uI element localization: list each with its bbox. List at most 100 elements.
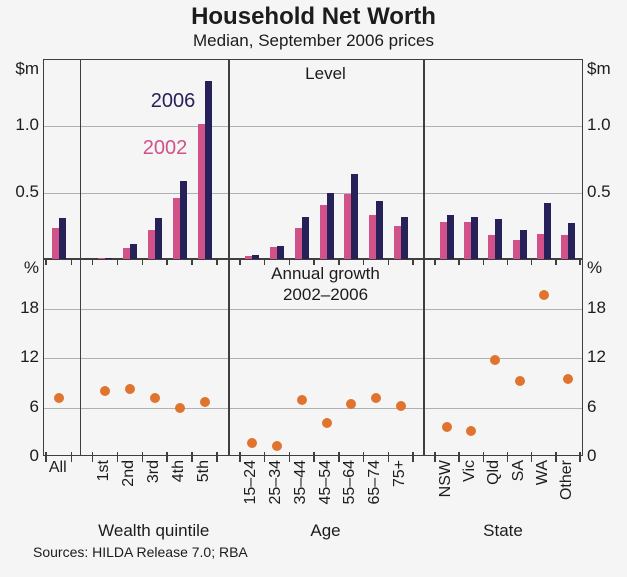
- bar-2006-All: [58, 217, 66, 259]
- dot-growth-Vic: [466, 425, 477, 436]
- axis-tick-mid: [216, 259, 218, 265]
- dot-growth-65–74: [370, 393, 381, 404]
- bar-2002-Other: [560, 235, 568, 259]
- panel-title-growth: Annual growth 2002–2006: [245, 263, 406, 305]
- bar-2002-55–64: [344, 193, 352, 259]
- bar-2002-SA: [512, 240, 520, 259]
- chart-title: Household Net Worth: [191, 3, 436, 30]
- x-label-55–64: 55–64: [341, 460, 359, 505]
- axis-tick-bottom: [239, 452, 241, 462]
- axis-tick-mid: [362, 259, 365, 265]
- axis-tick-mid: [412, 259, 414, 265]
- x-label-75+: 75+: [390, 460, 408, 488]
- bar-2002-NSW: [440, 221, 448, 259]
- bar-2002-65–74: [368, 215, 376, 259]
- axis-tick-mid: [313, 259, 315, 265]
- bar-2006-15–24: [252, 255, 260, 259]
- bar-2006-Vic: [471, 216, 479, 259]
- legend-2006-label: 2006: [150, 90, 196, 112]
- x-label-2nd: 2nd: [119, 460, 137, 487]
- bar-2006-65–74: [375, 200, 383, 259]
- x-label-15–24: 15–24: [242, 460, 260, 505]
- x-label-4th: 4th: [169, 460, 187, 483]
- axis-tick-bottom: [530, 452, 533, 462]
- axis-tick-mid: [141, 259, 144, 265]
- axis-tick-mid: [338, 259, 340, 265]
- x-label-5th: 5th: [194, 460, 212, 483]
- axis-tick-bottom: [216, 452, 218, 462]
- group-caption: Wealth quintile: [98, 521, 210, 540]
- chart-subtitle: Median, September 2006 prices: [193, 31, 434, 50]
- gridline-level-1: [44, 126, 582, 128]
- gridline-growth-12: [44, 358, 582, 359]
- gridline-growth-6: [44, 407, 582, 409]
- axis-tick-mid: [91, 259, 94, 265]
- axis-tick-mid: [239, 259, 241, 265]
- axis-tick-bottom: [288, 452, 291, 462]
- axis-label-left-12: 12: [20, 347, 39, 366]
- bar-2002-1st: [97, 257, 105, 259]
- x-label-WA: WA: [533, 460, 551, 486]
- axis-label-right-12: 12: [587, 347, 606, 366]
- bar-2002-Qld: [488, 235, 496, 259]
- bar-2006-3rd: [154, 217, 162, 259]
- bar-2002-5th: [197, 123, 205, 259]
- axis-tick-mid: [263, 259, 266, 265]
- axis-tick-bottom: [579, 452, 581, 462]
- axis-tick-mid: [579, 259, 581, 265]
- bar-2006-1st: [104, 257, 112, 259]
- axis-tick-mid: [166, 259, 168, 265]
- plot-area: [43, 59, 583, 462]
- axis-label-left-$m: $m: [15, 59, 39, 78]
- bar-2002-35–44: [294, 228, 302, 259]
- axis-label-right-0: 0: [587, 446, 597, 465]
- x-label-Vic: Vic: [461, 460, 479, 482]
- bar-2002-15–24: [245, 256, 253, 259]
- axis-tick-bottom: [70, 452, 73, 462]
- dot-growth-Qld: [490, 354, 501, 365]
- gridline-growth-18: [44, 308, 582, 310]
- dot-growth-3rd: [149, 393, 160, 404]
- dot-growth-WA: [538, 290, 549, 301]
- panel-divider-horizontal: [44, 258, 582, 260]
- dot-growth-55–64: [346, 399, 357, 410]
- bar-2002-75+: [393, 225, 401, 259]
- axis-tick-bottom: [116, 452, 119, 462]
- axis-label-right-$m: $m: [587, 59, 611, 78]
- dot-growth-Other: [562, 373, 573, 384]
- axis-tick-bottom: [313, 452, 315, 462]
- axis-tick-bottom: [434, 452, 436, 462]
- x-label-SA: SA: [509, 460, 527, 482]
- bar-2006-5th: [204, 81, 212, 259]
- x-label-Other: Other: [557, 460, 575, 501]
- axis-tick-bottom: [506, 452, 509, 462]
- bar-2006-75+: [400, 216, 408, 259]
- dot-growth-35–44: [296, 395, 307, 406]
- axis-tick-mid: [482, 259, 485, 265]
- dot-growth-4th: [174, 403, 185, 414]
- bar-2002-4th: [172, 197, 180, 259]
- bar-2002-25–34: [270, 247, 278, 259]
- bar-2006-55–64: [351, 174, 359, 259]
- axis-tick-mid: [530, 259, 533, 265]
- axis-label-left-1.0: 1.0: [15, 115, 39, 135]
- bar-2006-WA: [543, 203, 551, 259]
- axis-tick-mid: [288, 259, 291, 265]
- bar-2006-2nd: [129, 244, 137, 259]
- bar-2006-Qld: [495, 219, 503, 259]
- axis-tick-mid: [116, 259, 119, 265]
- dot-growth-5th: [199, 396, 210, 407]
- axis-tick-bottom: [482, 452, 485, 462]
- x-label-25–34: 25–34: [267, 460, 285, 505]
- bar-2002-Vic: [464, 221, 472, 259]
- axis-label-left-0: 0: [29, 446, 39, 465]
- group-caption: State: [483, 521, 523, 540]
- x-label-Qld: Qld: [485, 460, 503, 485]
- axis-tick-bottom: [412, 452, 414, 462]
- axis-label-right-%: %: [587, 258, 603, 277]
- dot-growth-25–34: [272, 441, 283, 452]
- axis-label-right-1.0: 1.0: [587, 115, 611, 135]
- axis-tick-bottom: [387, 452, 390, 462]
- dot-growth-2nd: [124, 384, 135, 395]
